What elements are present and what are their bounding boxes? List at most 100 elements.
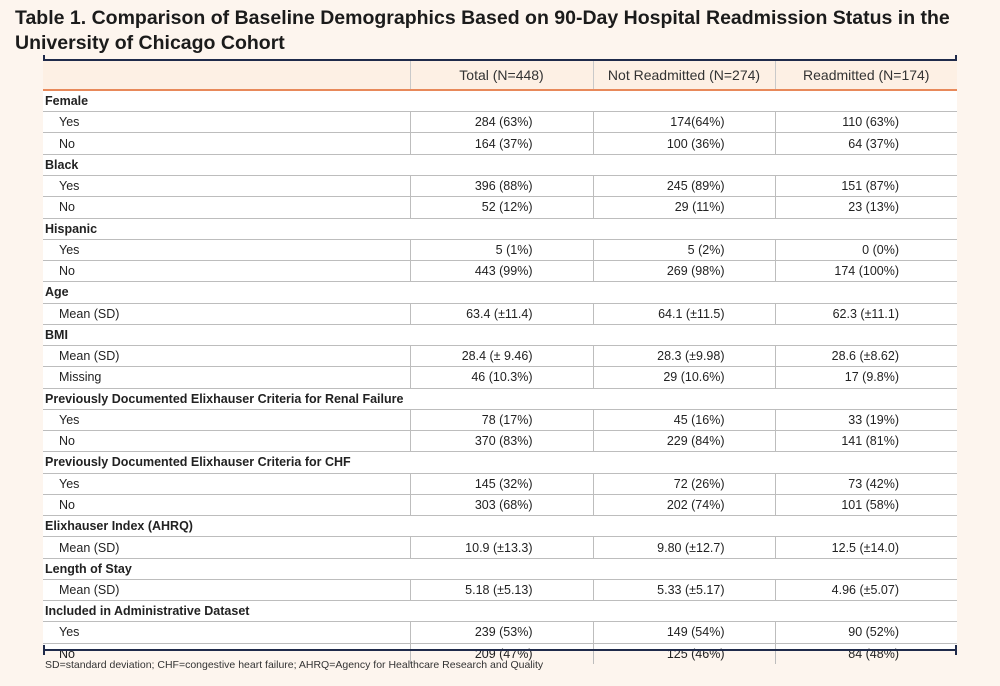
row-label: Mean (SD) (43, 303, 410, 325)
cell-not-readmitted: 9.80 (±12.7) (592, 536, 775, 559)
cell-total: 284 (63%) (409, 111, 593, 134)
cell-not-readmitted: 100 (36%) (592, 132, 775, 155)
section-heading: Previously Documented Elixhauser Criteri… (43, 388, 957, 410)
cell-total: 78 (17%) (409, 409, 593, 432)
table-row: No 370 (83%) 229 (84%) 141 (81%) (43, 430, 957, 453)
row-label: No (43, 196, 410, 219)
section-heading: BMI (43, 324, 957, 347)
cell-not-readmitted: 5.33 (±5.17) (592, 579, 775, 602)
cell-not-readmitted: 5 (2%) (592, 239, 775, 262)
section-heading-row: Previously Documented Elixhauser Criteri… (43, 451, 957, 474)
cell-total: 63.4 (±11.4) (409, 303, 593, 325)
table-row: Missing 46 (10.3%) 29 (10.6%) 17 (9.8%) (43, 366, 957, 389)
cell-not-readmitted: 45 (16%) (592, 409, 775, 432)
header-row: Total (N=448) Not Readmitted (N=274) Rea… (43, 61, 957, 91)
top-rule (43, 55, 957, 65)
cell-not-readmitted: 64.1 (±11.5) (592, 303, 775, 325)
table-row: No 443 (99%) 269 (98%) 174 (100%) (43, 260, 957, 283)
cell-total: 5 (1%) (409, 239, 593, 262)
table-row: Yes 239 (53%) 149 (54%) 90 (52%) (43, 621, 957, 644)
table-row: Mean (SD) 10.9 (±13.3) 9.80 (±12.7) 12.5 (±… (43, 536, 957, 559)
cell-total: 28.4 (± 9.46) (409, 345, 593, 368)
cell-readmitted: 28.6 (±8.62) (774, 345, 957, 368)
cell-readmitted: 174 (100%) (774, 260, 957, 283)
table-row: Mean (SD) 5.18 (±5.13) 5.33 (±5.17) 4.96 (±… (43, 579, 957, 602)
cell-total: 239 (53%) (409, 621, 593, 644)
section-heading-row: Length of Stay (43, 558, 957, 580)
section-heading-row: Female (43, 90, 957, 113)
column-header-not-readmitted: Not Readmitted (N=274) (592, 61, 775, 91)
cell-not-readmitted: 149 (54%) (592, 621, 775, 644)
table-title: Table 1. Comparison of Baseline Demograp… (15, 7, 950, 54)
row-label: Yes (43, 621, 410, 644)
cell-readmitted: 151 (87%) (774, 175, 957, 198)
cell-not-readmitted: 28.3 (±9.98) (592, 345, 775, 368)
cell-readmitted: 62.3 (±11.1) (774, 303, 957, 325)
section-heading: Hispanic (43, 218, 957, 240)
section-heading-row: Hispanic (43, 218, 957, 240)
cell-readmitted: 17 (9.8%) (774, 366, 957, 389)
bottom-rule (43, 645, 957, 655)
cell-total: 164 (37%) (409, 132, 593, 155)
table-row: No 303 (68%) 202 (74%) 101 (58%) (43, 494, 957, 517)
cell-readmitted: 0 (0%) (774, 239, 957, 262)
demographics-table: Total (N=448) Not Readmitted (N=274) Rea… (43, 61, 957, 664)
cell-total: 145 (32%) (409, 473, 593, 495)
footnote: SD=standard deviation; CHF=congestive he… (45, 659, 544, 671)
row-label: Yes (43, 111, 410, 134)
cell-total: 52 (12%) (409, 196, 593, 219)
row-label: Yes (43, 239, 410, 262)
section-heading: Length of Stay (43, 558, 957, 580)
section-heading: Black (43, 154, 957, 176)
table-row: Yes 284 (63%) 174(64%) 110 (63%) (43, 111, 957, 134)
cell-total: 5.18 (±5.13) (409, 579, 593, 602)
section-heading-row: Previously Documented Elixhauser Criteri… (43, 388, 957, 410)
row-label: No (43, 260, 410, 283)
cell-total: 46 (10.3%) (409, 366, 593, 389)
table-row: Yes 396 (88%) 245 (89%) 151 (87%) (43, 175, 957, 198)
cell-not-readmitted: 174(64%) (592, 111, 775, 134)
cell-not-readmitted: 229 (84%) (592, 430, 775, 453)
row-label: Yes (43, 409, 410, 432)
row-label: Missing (43, 366, 410, 389)
table-row: Mean (SD) 63.4 (±11.4) 64.1 (±11.5) 62.3 (±… (43, 303, 957, 325)
table-body: Female Yes 284 (63%) 174(64%) 110 (63%) No 164… (43, 90, 957, 664)
section-heading: Elixhauser Index (AHRQ) (43, 515, 957, 538)
table-row: No 209 (47%) 125 (46%) 84 (48%) (43, 643, 957, 664)
section-heading-row: Elixhauser Index (AHRQ) (43, 515, 957, 538)
section-heading-row: Age (43, 281, 957, 304)
cell-readmitted: 101 (58%) (774, 494, 957, 517)
cell-readmitted: 84 (48%) (774, 643, 957, 664)
cell-total: 443 (99%) (409, 260, 593, 283)
cell-total: 10.9 (±13.3) (409, 536, 593, 559)
section-heading-row: Black (43, 154, 957, 176)
section-heading: Age (43, 281, 957, 304)
table-row: No 52 (12%) 29 (11%) 23 (13%) (43, 196, 957, 219)
cell-not-readmitted: 245 (89%) (592, 175, 775, 198)
table-row: No 164 (37%) 100 (36%) 64 (37%) (43, 132, 957, 155)
section-heading: Included in Administrative Dataset (43, 600, 957, 623)
cell-readmitted: 12.5 (±14.0) (774, 536, 957, 559)
table-row: Yes 78 (17%) 45 (16%) 33 (19%) (43, 409, 957, 432)
section-heading: Previously Documented Elixhauser Criteri… (43, 451, 957, 474)
row-label: Mean (SD) (43, 579, 410, 602)
cell-not-readmitted: 72 (26%) (592, 473, 775, 495)
row-label: Mean (SD) (43, 536, 410, 559)
cell-not-readmitted: 29 (11%) (592, 196, 775, 219)
cell-readmitted: 110 (63%) (774, 111, 957, 134)
row-label: Yes (43, 473, 410, 495)
cell-readmitted: 64 (37%) (774, 132, 957, 155)
cell-readmitted: 4.96 (±5.07) (774, 579, 957, 602)
cell-readmitted: 33 (19%) (774, 409, 957, 432)
cell-not-readmitted: 269 (98%) (592, 260, 775, 283)
cell-not-readmitted: 29 (10.6%) (592, 366, 775, 389)
table-row: Mean (SD) 28.4 (± 9.46) 28.3 (±9.98) 28.6 (… (43, 345, 957, 368)
cell-readmitted: 73 (42%) (774, 473, 957, 495)
cell-readmitted: 141 (81%) (774, 430, 957, 453)
row-label: Mean (SD) (43, 345, 410, 368)
cell-not-readmitted: 125 (46%) (592, 643, 775, 664)
cell-not-readmitted: 202 (74%) (592, 494, 775, 517)
cell-readmitted: 23 (13%) (774, 196, 957, 219)
cell-total: 303 (68%) (409, 494, 593, 517)
cell-total: 396 (88%) (409, 175, 593, 198)
